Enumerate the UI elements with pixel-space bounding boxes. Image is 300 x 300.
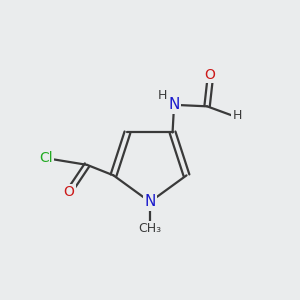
Text: N: N xyxy=(168,97,180,112)
Text: O: O xyxy=(64,185,74,200)
Text: O: O xyxy=(205,68,215,82)
Text: Cl: Cl xyxy=(39,151,52,165)
Text: CH₃: CH₃ xyxy=(138,222,162,236)
Text: N: N xyxy=(144,194,156,209)
Text: H: H xyxy=(232,109,242,122)
Text: H: H xyxy=(158,89,167,102)
